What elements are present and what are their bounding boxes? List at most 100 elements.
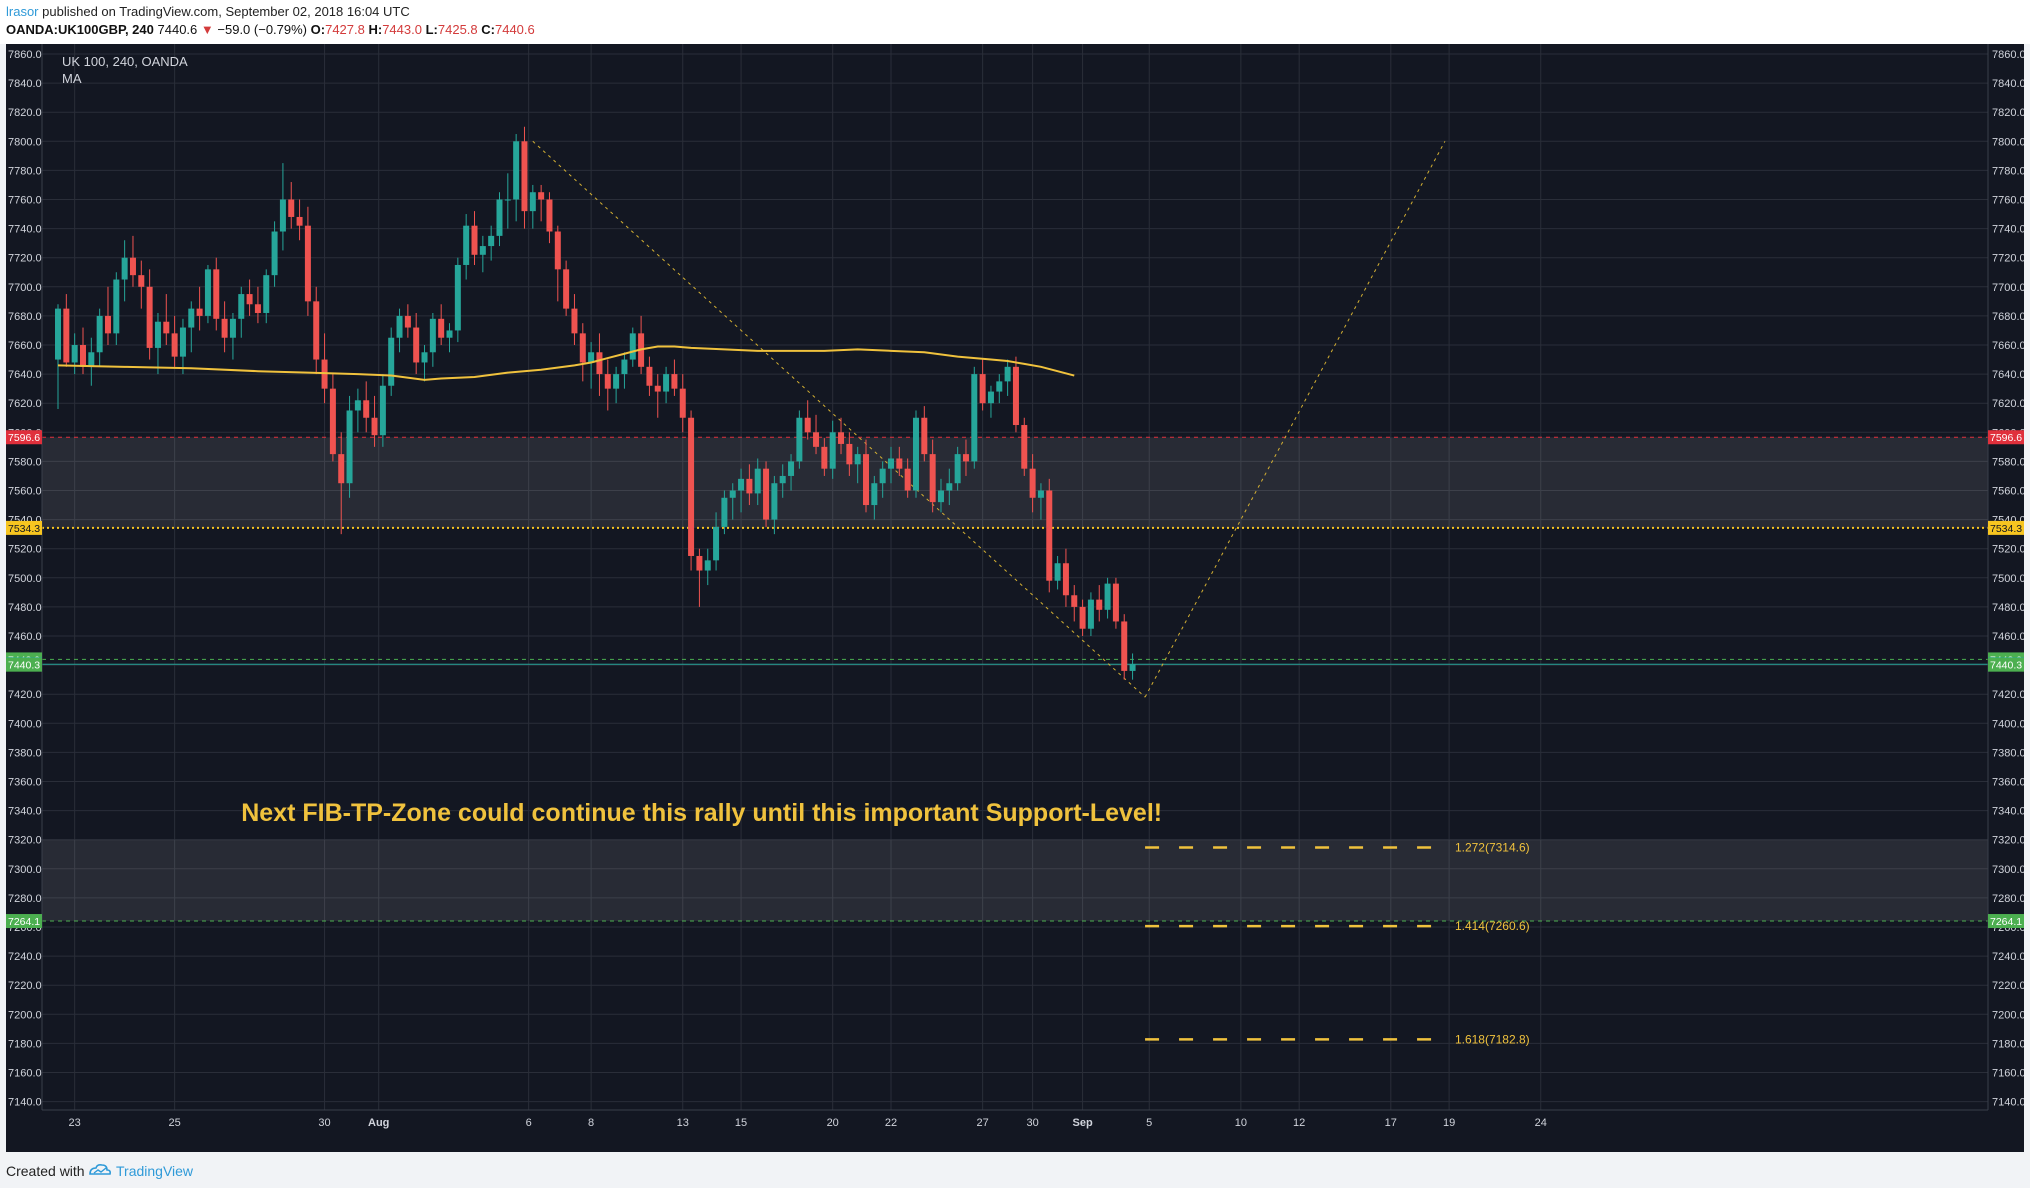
high-label: H: [368,22,383,37]
candle [279,163,286,251]
x-tick-label: 22 [885,1117,897,1129]
projection-line [1144,141,1446,698]
y-tick-label: 7680.0 [1992,311,2024,323]
author-link[interactable]: lrasor [6,4,39,19]
candle-body [363,400,370,418]
candle [1071,585,1078,622]
y-tick-label: 7700.0 [1992,282,2024,294]
candle-body [579,333,586,363]
x-tick-label: Aug [368,1117,389,1129]
candle-body [604,374,611,389]
candle [496,192,503,247]
candle [779,464,786,498]
candle [863,439,870,513]
candle [946,468,953,506]
candle-body [554,231,561,270]
candle-body [179,327,186,357]
candle [163,294,170,345]
publish-text: published on TradingView.com, September … [42,4,410,19]
candle [679,374,686,433]
candle-body [413,327,420,363]
candle [79,327,86,375]
candle [996,374,1003,404]
footer: Created with TradingView [0,1152,2030,1188]
candle [987,385,994,418]
candle [96,308,103,367]
candle-body [946,483,953,491]
y-tick-label: 7220.0 [8,980,42,992]
price-tag-right [1988,520,2024,535]
candle [638,315,645,375]
fib-levels: 1.272(7314.6) 1.414(7260.6) 1.618(7182.8) [1145,841,1530,1046]
x-tick-label: 13 [677,1117,689,1129]
candle-body [779,475,786,484]
candle-body [888,458,894,469]
x-tick-label: 5 [1146,1117,1152,1129]
y-tick-label: 7300.0 [8,864,42,876]
candle-body [129,257,136,276]
candle-body [1096,599,1103,610]
y-tick-label: 7180.0 [1992,1038,2024,1050]
y-tick-label: 7400.0 [8,718,42,730]
tradingview-link[interactable]: TradingView [116,1163,194,1179]
candle-body [1071,595,1078,607]
candle [1004,359,1011,396]
candle [529,184,536,229]
candle-body [163,321,170,334]
y-tick-label: 7500.0 [1992,573,2024,585]
candle-body [188,308,195,328]
y-tick-label: 7280.0 [1992,893,2024,905]
candle-body [754,468,761,494]
y-tick-label: 7520.0 [8,544,42,556]
candle-body [254,304,261,313]
candle [654,374,661,418]
down-arrow-icon: ▼ [200,22,214,37]
y-tick-label: 7640.0 [1992,369,2024,381]
y-tick-label: 7720.0 [1992,253,2024,265]
candle [729,483,736,520]
candle [571,294,578,345]
y-tick-label: 7700.0 [8,282,42,294]
x-tick-label: 27 [977,1117,989,1129]
y-tick-label: 7320.0 [8,835,42,847]
candle [413,312,420,375]
indicator-ma-label[interactable]: MA [62,71,82,86]
price-axis: 7140.0 7140.0 7160.0 7160.0 7180.0 7180.0 7200… [8,49,2024,1109]
candle-body [713,526,720,561]
candle-body [504,199,511,201]
candle [1129,653,1136,680]
fib-label-1.272: 1.272(7314.6) [1455,841,1530,855]
y-tick-label: 7660.0 [8,340,42,352]
y-tick-label: 7720.0 [8,253,42,265]
candle [463,214,470,280]
price-tag-right [1988,657,2024,672]
candle-body [688,417,695,556]
y-tick-label: 7320.0 [1992,835,2024,847]
y-tick-label: 7840.0 [1992,78,2024,90]
y-tick-label: 7640.0 [8,369,42,381]
candle [213,257,220,331]
y-tick-label: 7620.0 [8,398,42,410]
candle-body [138,275,145,287]
y-tick-label: 7860.0 [8,49,42,61]
candle-body [596,352,603,375]
trend-lines [532,140,1446,698]
candle [179,318,186,375]
price-tag-left [6,914,42,929]
y-tick-label: 7560.0 [8,486,42,498]
candle [404,304,411,338]
candle-body [821,446,828,469]
candle-body [571,308,578,334]
moving-average-line [57,345,1075,381]
candle [321,333,328,404]
symbol-info: OANDA:UK100GBP, 240 7440.6 ▼ −59.0 (−0.7… [6,22,535,37]
y-tick-label: 7460.0 [8,631,42,643]
price-tag-label: 7596.6 [1990,432,2022,444]
candle-body [1012,366,1019,426]
candle [1121,614,1128,680]
chart-area[interactable]: 1.272(7314.6) 1.414(7260.6) 1.618(7182.8) N… [6,44,2024,1152]
price-chart[interactable]: 1.272(7314.6) 1.414(7260.6) 1.618(7182.8) N… [6,44,2024,1152]
candle-body [171,333,178,357]
candle-body [904,468,911,491]
candle [1029,454,1036,513]
